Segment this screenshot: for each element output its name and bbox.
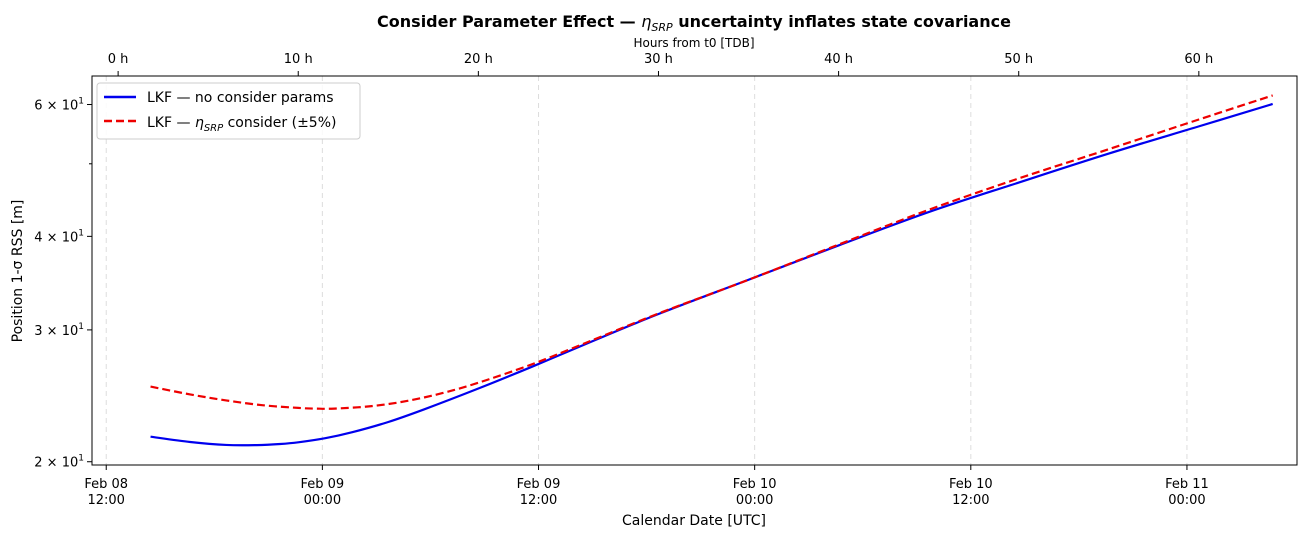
chart-title-main: Consider Parameter Effect — [377, 12, 641, 31]
x-tick-label-date-0: Feb 08 [84, 477, 128, 492]
top-x-tick-label-2: 20 h [464, 52, 493, 67]
chart-title-subscript: SRP [651, 21, 673, 34]
y-axis-title: Position 1-σ RSS [m] [10, 200, 26, 343]
x-tick-label-time-5: 00:00 [1168, 493, 1205, 508]
legend-label-consider: LKF — ηSRP consider (±5%) [147, 115, 336, 134]
series-line-consider [150, 94, 1274, 410]
top-x-tick-label-1: 10 h [284, 52, 313, 67]
x-tick-label-date-2: Feb 09 [517, 477, 561, 492]
top-x-axis-title: Hours from t0 [TDB] [633, 36, 754, 50]
series-line-no-consider [150, 102, 1273, 447]
top-x-tick-label-5: 50 h [1004, 52, 1033, 67]
legend-label-consider-suffix: consider (±5%) [223, 115, 336, 131]
x-tick-label-time-1: 00:00 [304, 493, 341, 508]
x-axis-title: Calendar Date [UTC] [622, 513, 766, 529]
y-tick-label-1: 3 × 101 [34, 322, 84, 339]
y-tick-label-3: 6 × 101 [34, 97, 84, 114]
x-tick-label-time-0: 12:00 [87, 493, 124, 508]
x-tick-label-time-3: 00:00 [736, 493, 773, 508]
y-tick-label-2: 4 × 101 [34, 228, 84, 245]
chart-title-symbol: η [641, 12, 651, 31]
x-tick-label-time-2: 12:00 [520, 493, 557, 508]
chart-title: Consider Parameter Effect — ηSRP uncerta… [377, 12, 1011, 34]
legend-label-no-consider: LKF — no consider params [147, 90, 334, 106]
x-tick-label-date-1: Feb 09 [301, 477, 345, 492]
top-x-tick-label-0: 0 h [108, 52, 129, 67]
x-tick-label-time-4: 12:00 [952, 493, 989, 508]
legend-label-consider-symbol: η [195, 115, 204, 131]
top-x-tick-label-6: 60 h [1184, 52, 1213, 67]
chart-title-rest: uncertainty inflates state covariance [673, 12, 1011, 31]
top-x-tick-label-3: 30 h [644, 52, 673, 67]
legend: LKF — no consider params LKF — ηSRP cons… [96, 82, 361, 140]
top-x-tick-label-4: 40 h [824, 52, 853, 67]
y-tick-label-0: 2 × 101 [34, 454, 84, 471]
x-tick-label-date-5: Feb 11 [1165, 477, 1209, 492]
x-tick-label-date-3: Feb 10 [733, 477, 777, 492]
legend-frame [96, 82, 361, 140]
plot-area-frame [91, 75, 1298, 466]
legend-label-consider-prefix: LKF — [147, 115, 195, 131]
series-layer [150, 94, 1274, 447]
x-tick-label-date-4: Feb 10 [949, 477, 993, 492]
legend-label-consider-subscript: SRP [204, 123, 224, 134]
legend-label-no-consider-text: LKF — no consider params [147, 90, 334, 106]
grid-layer [105, 76, 1188, 465]
